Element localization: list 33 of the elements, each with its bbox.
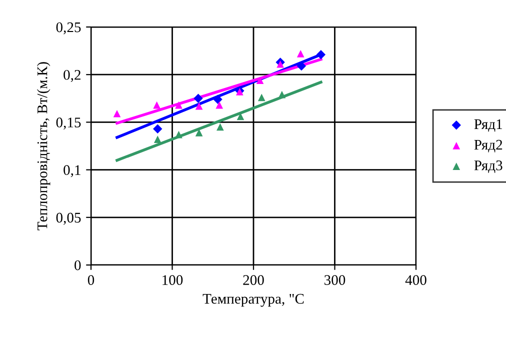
legend-label: Ряд3 [474, 160, 502, 173]
point [258, 94, 266, 102]
point [175, 130, 182, 138]
point [153, 124, 162, 134]
point [316, 50, 326, 60]
y-tick-label: 0,15 [56, 118, 81, 130]
y-tick-label: 0,2 [64, 70, 80, 82]
x-tick-label: 100 [162, 275, 183, 285]
y-tick-label: 0 [74, 260, 81, 270]
y-tick-label: 0,1 [64, 165, 80, 178]
x-axis-title: Температура, "С [202, 294, 304, 307]
point [195, 102, 203, 110]
point [175, 101, 182, 109]
x-tick-label: 300 [324, 275, 346, 285]
x-tick-label: 400 [405, 275, 426, 285]
y-axis-title: Теплопровідність, Вт/(м.К) [36, 62, 50, 230]
point [216, 123, 224, 131]
point [213, 94, 222, 104]
point [256, 76, 264, 84]
point [154, 136, 162, 144]
point [194, 94, 203, 104]
point [153, 101, 160, 109]
x-tick-label: 200 [243, 275, 264, 285]
point [216, 101, 224, 109]
y-tick-label: 0,25 [56, 22, 81, 34]
point [296, 50, 304, 58]
point [276, 60, 284, 68]
x-tick-label: 0 [88, 275, 94, 285]
legend-label: Ряд2 [474, 140, 502, 152]
legend-label: Ряд1 [474, 119, 502, 132]
y-tick-label: 0,05 [56, 212, 81, 225]
point [113, 110, 121, 118]
point [278, 90, 286, 98]
